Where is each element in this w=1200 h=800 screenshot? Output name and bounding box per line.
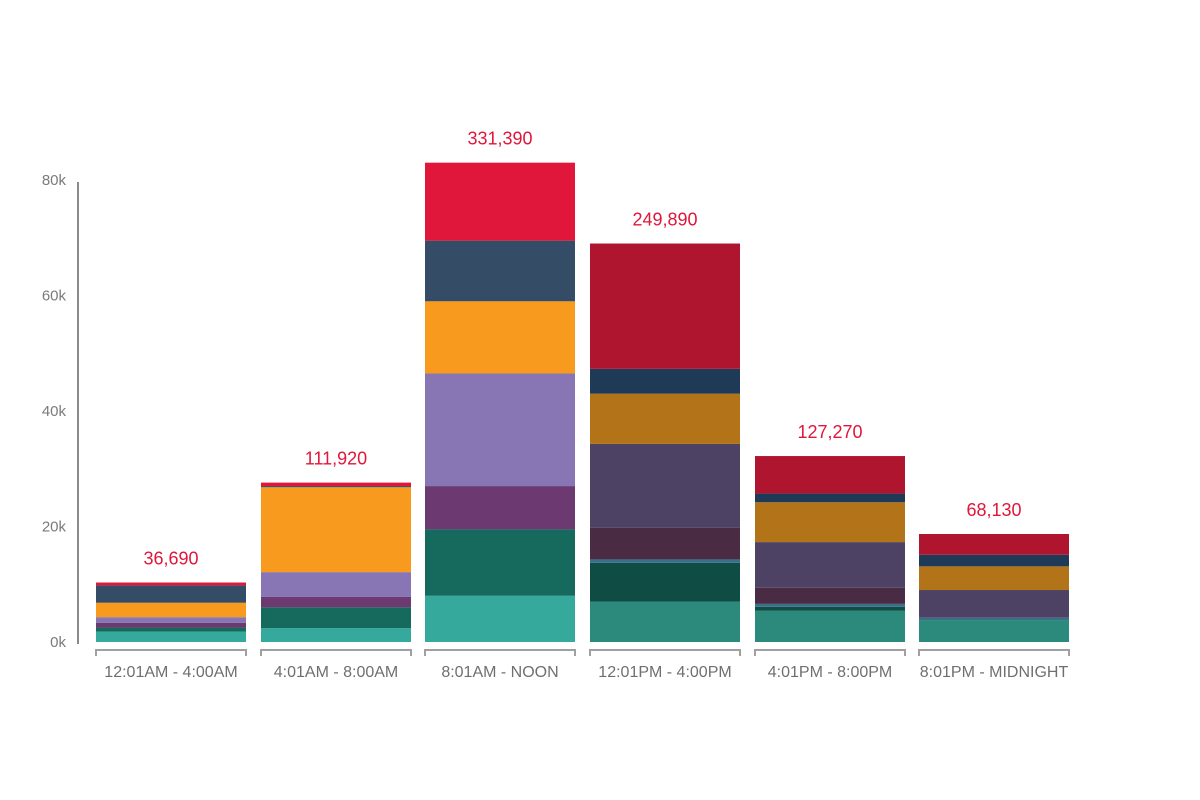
bar-segment [919,620,1069,642]
bar-segment [755,502,905,543]
bar-segment [261,487,411,573]
bar-segment [261,596,411,608]
bar-segment [590,243,740,369]
bar-segment [590,527,740,560]
bar-total-label: 68,130 [966,500,1021,520]
bar-segment [96,627,246,632]
bar-segment [425,486,575,530]
bar-segment [755,603,905,607]
x-axis-bracket [589,649,741,656]
bar-segment [919,566,1069,591]
y-tick-label: 40k [42,403,67,420]
x-category-label: 8:01AM - NOON [441,664,558,681]
bar-segment [590,368,740,394]
bar-segment [261,572,411,597]
x-category-label: 4:01AM - 8:00AM [274,664,399,681]
x-axis-bracket [918,649,1070,656]
bar-total-label: 36,690 [143,549,198,569]
bar-segment [590,601,740,642]
y-tick-label: 80k [42,172,67,189]
y-tick-label: 0k [50,634,66,651]
bar-total-label: 249,890 [632,210,697,230]
y-tick-label: 60k [42,288,67,305]
bar-segment [590,393,740,444]
bar-segment [261,482,411,487]
bar-segment [425,301,575,374]
bar-segment [96,582,246,586]
bar-total-label: 127,270 [797,422,862,442]
x-category-label: 8:01PM - MIDNIGHT [920,664,1069,681]
bar-segment [590,562,740,602]
bars [96,162,1069,642]
bar-segment [919,590,1069,618]
bar-segment [96,602,246,618]
bar-total-label: 111,920 [305,449,367,469]
x-category-label: 4:01PM - 8:00PM [768,664,893,681]
bar-segment [755,493,905,503]
x-category-label: 12:01PM - 4:00PM [598,664,731,681]
y-axis-ticks: 0k 20k 40k 60k 80k [42,172,67,651]
bar-segment [919,617,1069,621]
y-tick-label: 20k [42,519,67,536]
bar-segment [96,622,246,628]
bar-segment [590,443,740,528]
bar-segment [425,162,575,241]
bar-segment [425,595,575,642]
bar-segment [425,240,575,302]
x-axis-bracket [754,649,906,656]
bar-segment [755,587,905,604]
bar-total-label: 331,390 [467,129,532,149]
x-category-label: 12:01AM - 4:00AM [104,664,237,681]
bar-segment [425,373,575,487]
x-axis: 12:01AM - 4:00AM 4:01AM - 8:00AM 8:01AM - … [95,649,1070,681]
bar-segment [755,456,905,494]
x-axis-bracket [95,649,247,656]
bar-segment [755,610,905,642]
bar-segment [590,559,740,563]
bar-segment [96,631,246,642]
bar-segment [261,628,411,642]
bar-segment [96,617,246,623]
bar-segment [755,542,905,588]
x-axis-bracket [424,649,576,656]
bar-segment [261,486,411,488]
bar-segment [261,607,411,629]
bar-segment [755,606,905,611]
bar-segment [96,585,246,603]
bar-segment [919,554,1069,567]
bar-total-labels: 36,690 111,920 331,390 249,890 127,270 68,130 [143,129,1021,569]
x-axis-bracket [260,649,412,656]
bar-segment [425,529,575,596]
bar-segment [919,534,1069,555]
